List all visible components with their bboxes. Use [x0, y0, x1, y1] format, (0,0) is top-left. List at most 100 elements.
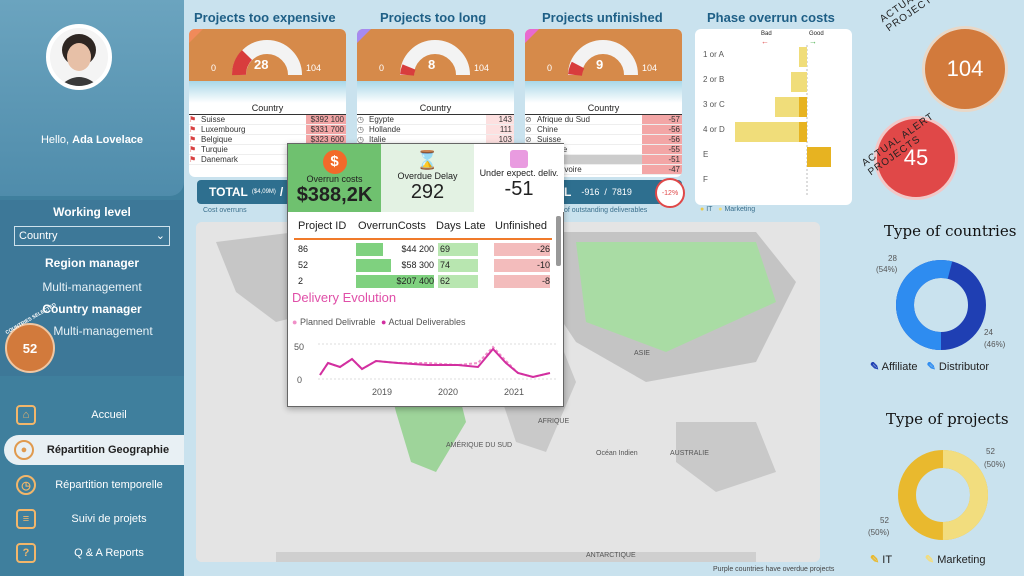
map-label-antarctica: ANTARCTIQUE — [586, 552, 636, 559]
row-name: Afrique du Sud — [537, 115, 590, 124]
level-country-sub[interactable]: Multi-management — [53, 324, 153, 338]
row-value: -57 — [642, 115, 682, 124]
gauge-expensive — [189, 29, 302, 76]
legend-swatch-icon: ✎ — [926, 361, 936, 373]
bar-it-2[interactable] — [799, 97, 807, 117]
countries-a-pct: (54%) — [876, 265, 898, 274]
level-country-heading[interactable]: Country manager — [42, 302, 142, 316]
table-row[interactable]: 86 $44 200 69 -26 — [296, 243, 550, 257]
map-label-indian-ocean: Océan Indien — [596, 450, 638, 457]
days-bar — [438, 259, 478, 272]
countries-a-val: 28 — [888, 254, 897, 263]
row-cost: $58 300 — [401, 260, 434, 270]
tt-header-cost[interactable]: OverrunCosts — [358, 220, 426, 232]
table-row[interactable]: ⚑ Suisse $392 100 — [189, 115, 346, 125]
bar-marketing-0[interactable] — [799, 47, 807, 67]
column-header[interactable]: Country — [357, 103, 514, 115]
total-label: L — [564, 185, 572, 199]
bar-marketing-1[interactable] — [791, 72, 807, 92]
nav-accueil[interactable]: ⌂ Accueil — [0, 400, 184, 430]
gauge-max: 104 — [474, 63, 490, 73]
countries-title: Type of countries — [884, 222, 1017, 240]
flag-icon: ⚑ — [189, 125, 197, 134]
map-label-south-america: AMÉRIQUE DU SUD — [446, 442, 513, 449]
row-value: -51 — [642, 155, 682, 164]
legend-affiliate: Affiliate — [881, 361, 918, 373]
clipboard-icon: ≡ — [16, 509, 36, 529]
table-row[interactable]: ◷ Egypte 143 — [357, 115, 514, 125]
bad-label: Bad — [761, 31, 772, 37]
kpi-expensive-title: Projects too expensive — [194, 10, 336, 25]
unfinished-bar — [494, 259, 550, 272]
working-level-title: Working level — [53, 205, 131, 219]
row-unfinished: -26 — [536, 244, 550, 254]
nav-repartition-temporelle[interactable]: ◷ Répartition temporelle — [0, 470, 184, 500]
table-row[interactable]: ◷ Hollande 111 — [357, 125, 514, 135]
row-value: -56 — [642, 135, 682, 144]
bar-marketing-3[interactable] — [735, 122, 799, 142]
table-row[interactable]: ⊘ Suisse -56 — [525, 135, 682, 145]
bar-it-3[interactable] — [799, 122, 807, 142]
check-icon: ⊘ — [525, 115, 532, 124]
countries-b-val: 24 — [984, 328, 993, 337]
legend-it: IT — [706, 206, 713, 213]
nav-qa-reports[interactable]: ? Q & A Reports — [0, 538, 184, 568]
tt-scrollbar[interactable] — [556, 216, 561, 266]
countries-legend: ✎ Affiliate ✎ Distributor — [870, 360, 989, 373]
pct-value: -12% — [661, 189, 679, 197]
check-icon: ⊘ — [525, 135, 532, 144]
total-a: -916 — [581, 187, 600, 197]
row-name: Italie — [369, 135, 386, 144]
total-sep: / — [604, 187, 607, 197]
dollar-icon: $ — [322, 150, 347, 174]
tt-value: 292 — [410, 181, 445, 203]
gauge-area: 0 8 104 — [357, 29, 514, 81]
clock-icon: ◷ — [357, 115, 364, 124]
nav-label: Q & A Reports — [74, 547, 144, 559]
chevron-down-icon: ⌄ — [155, 230, 165, 242]
row-id: 2 — [298, 276, 304, 286]
x-tick: 2020 — [438, 387, 459, 397]
y-tick: 0 — [297, 375, 303, 385]
pct-badge: -12% — [655, 178, 685, 208]
map-label-africa: AFRIQUE — [538, 418, 570, 425]
gauge-area: 0 9 104 — [525, 29, 682, 81]
row-name: Danemark — [201, 155, 238, 164]
table-row[interactable]: ⊘ Afrique du Sud -57 — [525, 115, 682, 125]
tt-header-unfinished[interactable]: Unfinished — [495, 220, 547, 232]
row-cost: $44 200 — [401, 244, 434, 254]
row-days: 62 — [440, 276, 451, 286]
row-value: $331 700 — [306, 125, 346, 134]
kpi-unfinished-title: Projects unfinished — [542, 10, 663, 25]
table-row[interactable]: ⊘ Chine -56 — [525, 125, 682, 135]
globe-icon: ● — [14, 440, 34, 460]
nav-repartition-geographie[interactable]: ● Répartition Geographie — [4, 435, 184, 465]
level-region-heading[interactable]: Region manager — [44, 256, 140, 270]
clock-icon: ◷ — [357, 125, 364, 134]
total-label: TOTAL — [209, 185, 248, 199]
arrow-left-icon: ← — [761, 37, 769, 46]
clock-icon: ◷ — [16, 475, 36, 495]
column-header[interactable]: Country — [189, 103, 346, 115]
unfinished-bar — [494, 275, 550, 288]
phase-chart: 1 or A 2 or B 3 or C 4 or D E F — [703, 45, 831, 195]
table-row[interactable]: ⚑ Belgique $323 600 — [189, 135, 346, 145]
bar-it-4[interactable] — [807, 147, 831, 167]
table-row[interactable]: 2 $207 400 62 -8 — [296, 275, 550, 289]
question-icon: ? — [16, 543, 36, 563]
table-row[interactable]: ⚑ Luxembourg $331 700 — [189, 125, 346, 135]
tt-header-id[interactable]: Project ID — [298, 220, 347, 232]
row-value: 111 — [486, 125, 514, 134]
row-name: Luxembourg — [201, 125, 246, 134]
column-header[interactable]: Country — [525, 103, 682, 115]
bar-marketing-2[interactable] — [775, 97, 799, 117]
row-name: Belgique — [201, 135, 233, 144]
table-row[interactable]: 52 $58 300 74 -10 — [296, 259, 550, 273]
working-level-select[interactable]: Country ⌄ — [14, 226, 170, 246]
level-region-sub[interactable]: Multi-management — [42, 280, 142, 294]
row-value: -55 — [642, 145, 682, 154]
nav-suivi-projets[interactable]: ≡ Suivi de projets — [0, 504, 184, 534]
legend-dot-icon: ● — [292, 317, 298, 327]
tt-header-days[interactable]: Days Late — [436, 220, 486, 232]
projects-a-pct: (50%) — [868, 528, 890, 537]
